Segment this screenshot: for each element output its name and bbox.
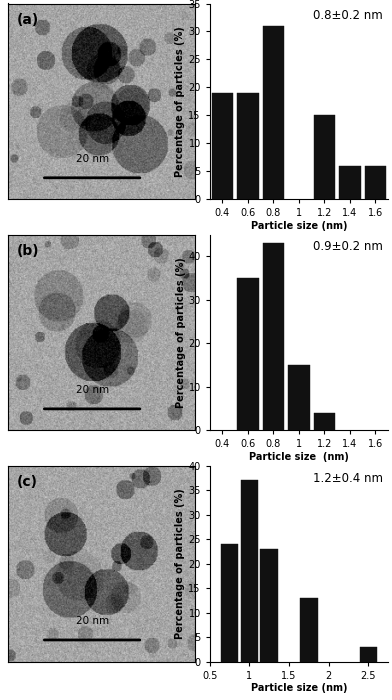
Bar <box>288 365 310 430</box>
Bar <box>314 413 335 430</box>
Bar <box>241 480 258 662</box>
Bar <box>359 647 377 662</box>
Y-axis label: Percentage of particles (%): Percentage of particles (%) <box>176 26 185 177</box>
Bar <box>263 244 284 430</box>
Bar <box>300 598 318 661</box>
Bar <box>263 26 284 199</box>
Y-axis label: Percentage of particles (%): Percentage of particles (%) <box>176 488 185 639</box>
Bar <box>314 116 335 199</box>
Bar <box>237 278 259 430</box>
Text: (c): (c) <box>17 475 38 489</box>
Text: (b): (b) <box>17 244 40 258</box>
Y-axis label: Percentage of particles (%): Percentage of particles (%) <box>176 257 185 408</box>
X-axis label: Particle size (nm): Particle size (nm) <box>250 683 347 693</box>
X-axis label: Particle size (nm): Particle size (nm) <box>250 221 347 231</box>
Bar <box>212 93 233 200</box>
Bar <box>260 549 278 662</box>
Text: 0.8±0.2 nm: 0.8±0.2 nm <box>313 9 383 22</box>
Bar <box>339 166 361 200</box>
Bar <box>237 93 259 200</box>
Text: 20 nm: 20 nm <box>76 154 109 164</box>
Text: 20 nm: 20 nm <box>76 616 109 626</box>
Text: 0.9±0.2 nm: 0.9±0.2 nm <box>313 241 383 253</box>
Text: (a): (a) <box>17 13 40 27</box>
X-axis label: Particle size  (nm): Particle size (nm) <box>249 452 349 462</box>
Bar <box>365 166 386 200</box>
Bar <box>221 544 238 661</box>
Text: 20 nm: 20 nm <box>76 385 109 396</box>
Text: 1.2±0.4 nm: 1.2±0.4 nm <box>313 472 383 484</box>
